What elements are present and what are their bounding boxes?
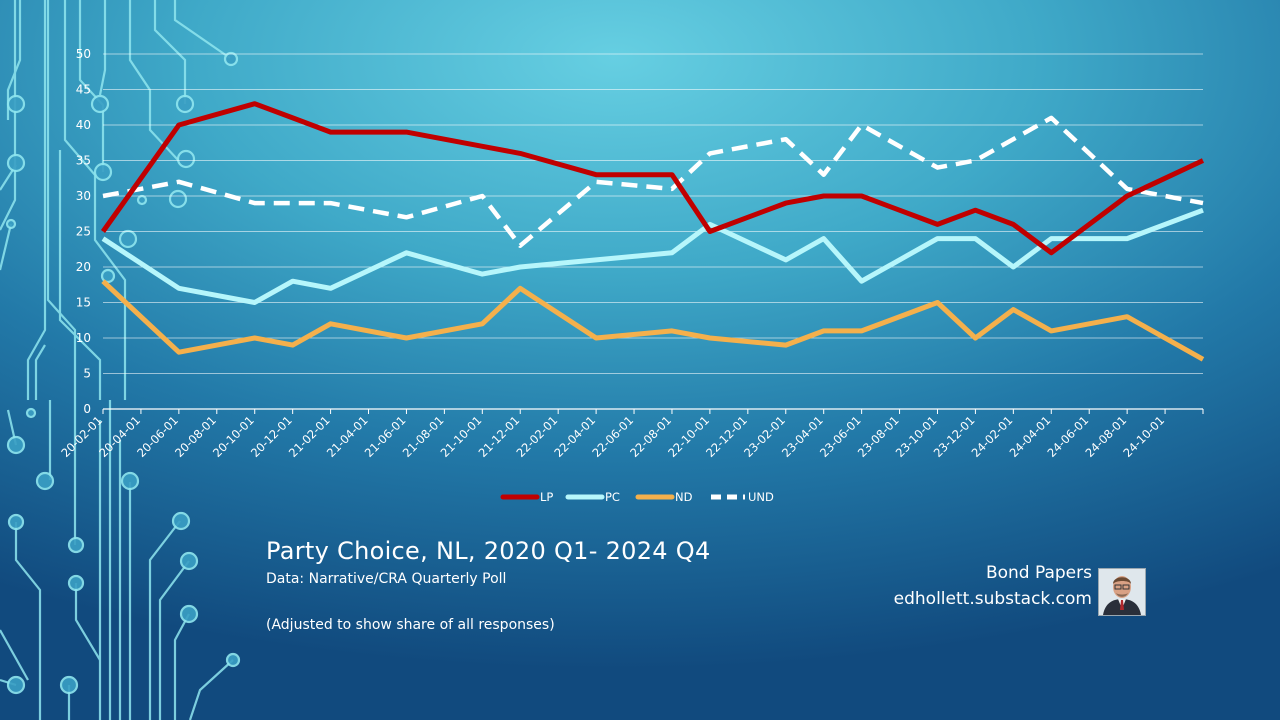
y-tick-label: 30 bbox=[76, 189, 91, 203]
brand-url: edhollett.substack.com bbox=[893, 589, 1092, 609]
legend-label-und: UND bbox=[748, 490, 774, 504]
chart-title: Party Choice, NL, 2020 Q1- 2024 Q4 bbox=[266, 537, 711, 565]
adjustment-note: (Adjusted to show share of all responses… bbox=[266, 617, 555, 633]
y-tick-label: 50 bbox=[76, 47, 91, 61]
author-avatar bbox=[1098, 568, 1146, 616]
y-tick-label: 45 bbox=[76, 83, 91, 97]
legend-label-lp: LP bbox=[540, 490, 553, 504]
y-tick-label: 10 bbox=[76, 331, 91, 345]
circuit-board-decoration bbox=[0, 0, 241, 720]
series-line-pc bbox=[101, 207, 1204, 305]
y-tick-label: 40 bbox=[76, 118, 91, 132]
x-tick-label: 24-10-01 bbox=[1120, 413, 1167, 460]
brand-block: Bond Papers edhollett.substack.com bbox=[894, 563, 1092, 609]
y-tick-label: 0 bbox=[83, 402, 91, 416]
legend-label-nd: ND bbox=[675, 490, 693, 504]
y-tick-label: 5 bbox=[83, 367, 91, 381]
chart-legend: LP PC ND UND bbox=[500, 490, 774, 504]
series-line-nd bbox=[101, 279, 1205, 362]
data-source-note: Data: Narrative/CRA Quarterly Poll bbox=[266, 571, 507, 587]
chart-series bbox=[100, 101, 1205, 362]
chart-caption: Party Choice, NL, 2020 Q1- 2024 Q4 Data:… bbox=[266, 537, 711, 633]
series-line-lp bbox=[100, 101, 1205, 256]
brand-name: Bond Papers bbox=[985, 563, 1092, 583]
legend-label-pc: PC bbox=[605, 490, 620, 504]
y-tick-label: 20 bbox=[76, 260, 91, 274]
y-tick-label: 35 bbox=[76, 154, 91, 168]
y-tick-label: 15 bbox=[76, 296, 91, 310]
series-line-und bbox=[102, 115, 1204, 248]
y-tick-label: 25 bbox=[76, 225, 91, 239]
